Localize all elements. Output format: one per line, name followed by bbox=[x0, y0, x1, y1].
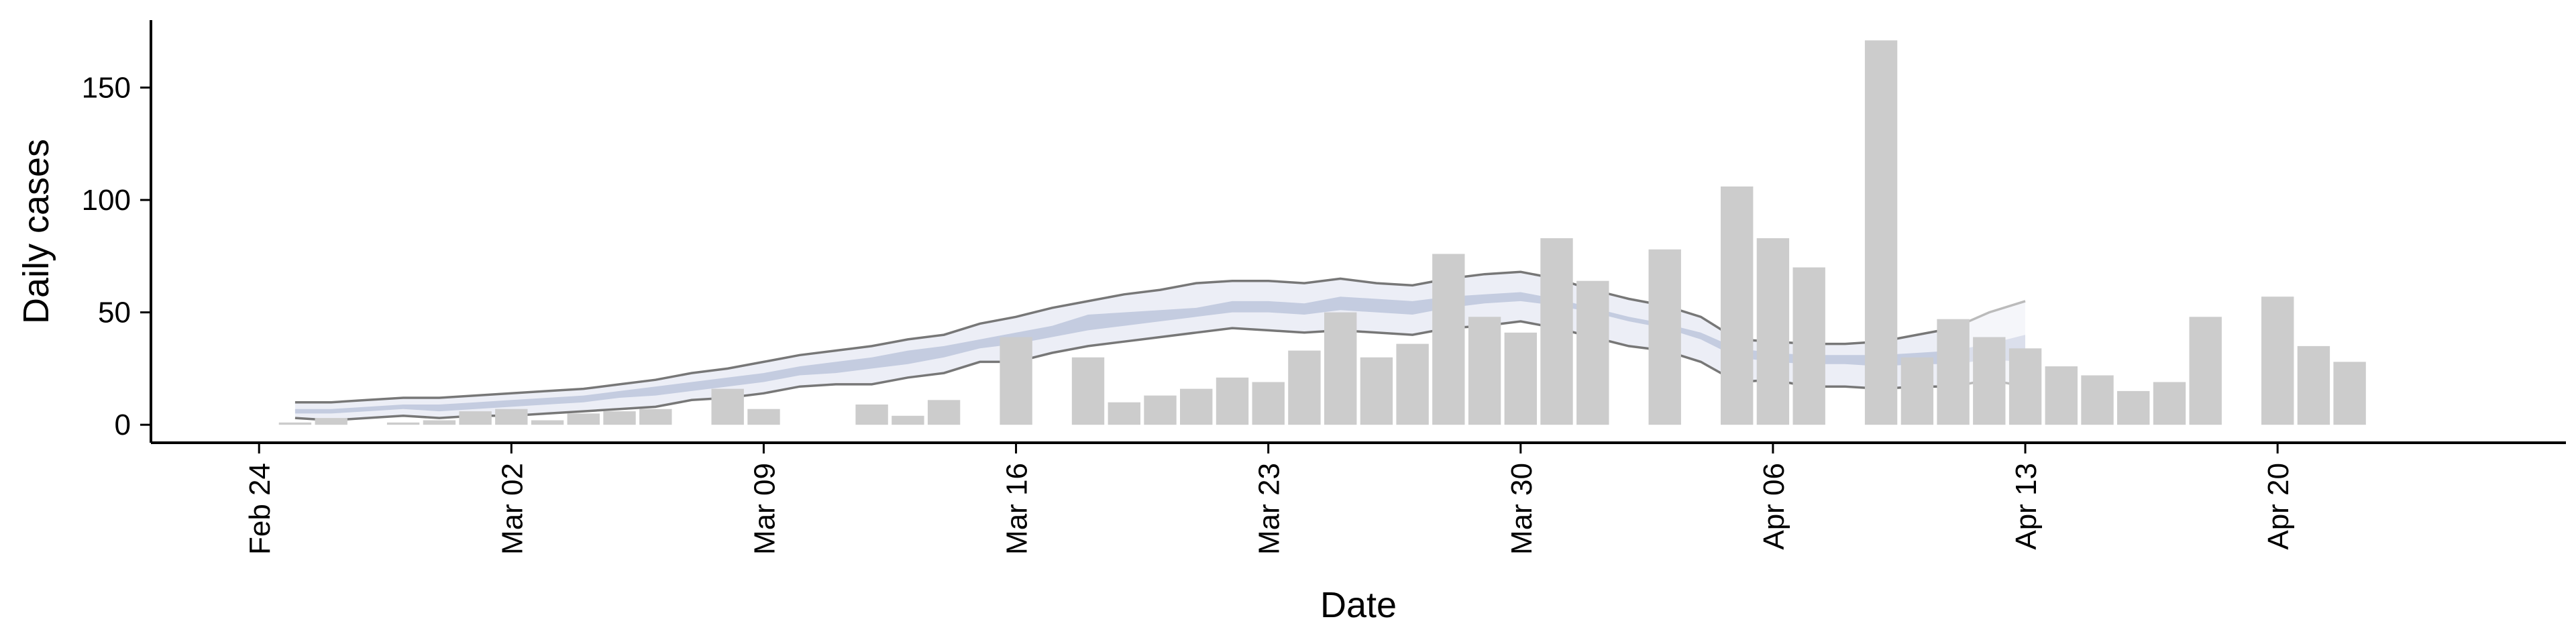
bar bbox=[603, 411, 636, 425]
y-axis-title: Daily cases bbox=[16, 139, 56, 324]
bar bbox=[1792, 267, 1825, 425]
bar bbox=[1756, 238, 1790, 425]
bar bbox=[2297, 345, 2330, 425]
bar bbox=[1721, 186, 1754, 425]
bar bbox=[315, 418, 347, 425]
bar bbox=[2008, 348, 2042, 425]
x-tick-label: Mar 16 bbox=[1001, 463, 1034, 555]
plot-area bbox=[278, 40, 2366, 425]
bar bbox=[2081, 375, 2114, 425]
bar bbox=[1576, 280, 1609, 425]
band-inner-area bbox=[294, 292, 1953, 414]
bar bbox=[423, 420, 456, 425]
bar bbox=[1900, 357, 1934, 425]
bar bbox=[386, 422, 420, 425]
bar bbox=[1396, 343, 1429, 425]
x-tick-label: Mar 30 bbox=[1505, 463, 1538, 555]
x-tick-label: Mar 23 bbox=[1253, 463, 1286, 555]
bar bbox=[892, 415, 924, 425]
bar bbox=[1144, 395, 1177, 425]
bar bbox=[1540, 238, 1573, 425]
bar bbox=[1864, 40, 1898, 425]
bar bbox=[639, 409, 672, 425]
axes: 0 50 100 150 Feb 24 Mar 02 Mar 09 Mar 16 Mar 23… bbox=[82, 20, 2566, 555]
bar bbox=[1973, 337, 2006, 425]
bar bbox=[2153, 382, 2186, 425]
bar bbox=[278, 422, 312, 425]
x-tick-label: Apr 06 bbox=[1758, 463, 1790, 550]
bar bbox=[495, 409, 528, 425]
y-tick-label: 0 bbox=[115, 409, 131, 441]
bar bbox=[1504, 332, 1537, 425]
x-tick-label: Mar 09 bbox=[748, 463, 781, 555]
bar bbox=[1000, 337, 1032, 425]
bar bbox=[2117, 390, 2150, 425]
bar bbox=[2045, 366, 2078, 425]
bar bbox=[1071, 357, 1105, 425]
bar bbox=[2333, 362, 2366, 425]
bar bbox=[1252, 382, 1285, 425]
bar bbox=[1468, 317, 1501, 425]
bar bbox=[2189, 317, 2222, 425]
y-axis-ticks: 0 50 100 150 bbox=[82, 72, 151, 441]
bar bbox=[1216, 377, 1249, 425]
x-tick-label: Apr 20 bbox=[2262, 463, 2295, 550]
x-axis-ticks: Feb 24 Mar 02 Mar 09 Mar 16 Mar 23 Mar 30 Apr … bbox=[244, 443, 2295, 555]
y-tick-label: 100 bbox=[82, 184, 131, 217]
bar bbox=[1324, 312, 1357, 425]
bar bbox=[531, 420, 564, 425]
bar bbox=[711, 388, 744, 425]
bar bbox=[2261, 297, 2294, 425]
bar bbox=[747, 409, 780, 425]
bar bbox=[1432, 254, 1465, 425]
bar bbox=[1360, 357, 1393, 425]
bar bbox=[567, 413, 600, 425]
bar-series bbox=[278, 40, 2366, 425]
bar bbox=[459, 411, 492, 425]
x-axis-title: Date bbox=[1320, 585, 1397, 625]
x-tick-label: Mar 02 bbox=[496, 463, 529, 555]
bar bbox=[855, 405, 888, 425]
x-tick-label: Feb 24 bbox=[244, 463, 276, 555]
bar bbox=[1180, 388, 1213, 425]
bar bbox=[1288, 350, 1321, 425]
y-tick-label: 50 bbox=[98, 297, 131, 329]
y-tick-label: 150 bbox=[82, 72, 131, 105]
bar bbox=[1648, 249, 1681, 425]
bar bbox=[927, 400, 961, 425]
bar bbox=[1108, 402, 1140, 425]
bar bbox=[1937, 319, 1970, 425]
x-tick-label: Apr 13 bbox=[2010, 463, 2043, 550]
